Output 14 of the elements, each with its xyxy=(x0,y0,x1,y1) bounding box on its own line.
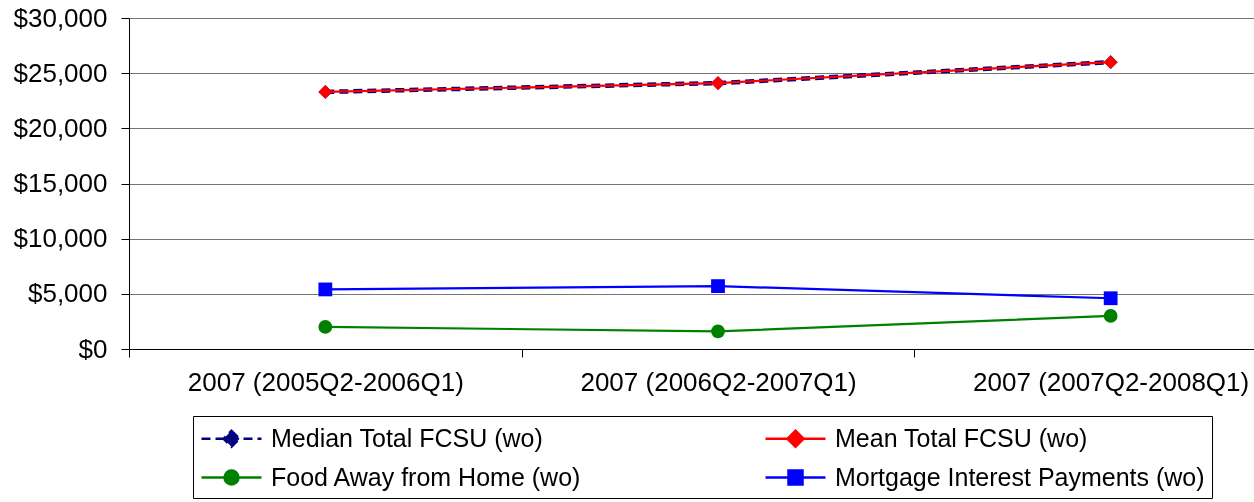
x-tick-label: 2007 (2006Q2-2007Q1) xyxy=(580,366,857,397)
legend-label: Mortgage Interest Payments (wo) xyxy=(835,462,1205,491)
y-tick-label: $15,000 xyxy=(13,168,108,198)
x-tick-label: 2007 (2007Q2-2008Q1) xyxy=(973,366,1250,397)
legend-label: Food Away from Home (wo) xyxy=(271,462,581,491)
y-tick-label: $10,000 xyxy=(13,223,108,254)
legend-label: Mean Total FCSU (wo) xyxy=(835,423,1088,452)
legend-label: Median Total FCSU (wo) xyxy=(271,423,543,452)
y-tick-label: $20,000 xyxy=(13,112,108,143)
y-tick-label: $25,000 xyxy=(13,57,108,88)
x-tick-label: 2007 (2005Q2-2006Q1) xyxy=(187,366,464,397)
y-tick-label: $0 xyxy=(78,333,108,364)
y-tick-label: $5,000 xyxy=(27,278,108,309)
y-tick-label: $30,000 xyxy=(13,2,108,33)
